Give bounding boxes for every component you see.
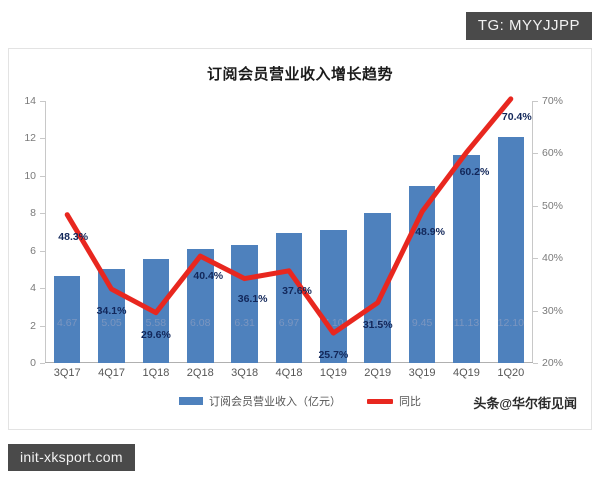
yoy-value-label: 37.6%	[282, 284, 312, 297]
yoy-value-label: 70.4%	[501, 110, 532, 123]
y-left-tick	[40, 175, 45, 177]
y-right-tick	[533, 205, 538, 207]
bar-value-label: 5.05	[101, 317, 122, 329]
y-right-tick-label: 20%	[542, 357, 564, 369]
y-left-tick	[40, 288, 45, 290]
y-right-tick-label: 30%	[542, 304, 564, 317]
y-left-tick	[40, 363, 45, 364]
bar[interactable]: 5.05	[98, 268, 125, 363]
yoy-value-label: 29.6%	[141, 328, 171, 341]
y-left-tick	[40, 325, 45, 327]
x-axis-label: 2Q19	[364, 367, 392, 379]
x-axis-label: 4Q19	[452, 367, 480, 379]
x-axis-label: 4Q17	[98, 367, 125, 379]
y-left-tick-label: 8	[30, 207, 36, 220]
bar[interactable]: 6.31	[231, 244, 258, 363]
y-right-tick-label: 40%	[542, 252, 564, 265]
y-right-tick-label: 60%	[542, 147, 564, 160]
yoy-value-label: 48.9%	[415, 225, 445, 238]
x-axis-label: 1Q18	[142, 367, 170, 379]
bar[interactable]: 4.67	[53, 275, 81, 363]
chart-title: 订阅会员营业收入增长趋势	[206, 66, 393, 83]
x-axis-label: 3Q18	[231, 367, 259, 379]
legend-item-yoy: 同比	[367, 393, 421, 409]
line-series	[64, 96, 514, 336]
y-left-tick-label: 6	[30, 244, 36, 257]
bar-value-label: 12.10	[497, 317, 524, 329]
y-right-tick	[533, 101, 538, 102]
bar-value-label: 4.67	[56, 317, 78, 329]
yoy-value-label: 31.5%	[362, 318, 393, 331]
y-left-tick-label: 4	[30, 282, 36, 295]
bar-series: 4.67 5.05 5.58 6.08 6.31 6.97 7.10 8.00 9.45 11.1…	[45, 101, 533, 363]
bar-value-label: 5.58	[145, 317, 167, 329]
y-right-tick	[533, 363, 538, 364]
y-axis-right	[532, 101, 533, 363]
yoy-value-label: 48.3%	[58, 230, 89, 243]
y-left-tick-label: 10	[24, 169, 36, 182]
bar[interactable]: 12.10	[497, 136, 525, 363]
x-axis-label: 3Q17	[53, 367, 81, 379]
yoy-value-label: 40.4%	[193, 270, 224, 283]
bar-slot: 6.97	[267, 101, 311, 363]
plot-area: 0 2 4 6 8 10 12 14 20% 30% 40% 50% 60% 70% 4.67 5.05 5…	[24, 95, 563, 369]
bar-value-label: 6.31	[234, 317, 255, 329]
y-axis-left	[45, 101, 46, 363]
yoy-value-label: 60.2%	[459, 166, 490, 179]
bar-swatch-icon	[179, 397, 203, 405]
x-axis-label: 4Q18	[275, 367, 303, 379]
y-right-tick	[533, 153, 538, 155]
y-left-tick-label: 2	[30, 319, 36, 332]
y-left-tick-label: 0	[30, 357, 36, 369]
bar-slot: 5.05	[89, 101, 133, 363]
y-left-tick	[40, 213, 45, 215]
bar-slot: 4.67	[45, 101, 89, 363]
legend-item-revenue: 订阅会员营业收入（亿元）	[179, 393, 341, 409]
telegram-watermark: TG: MYYJJPP	[465, 12, 592, 40]
bar-value-label: 6.08	[190, 317, 211, 329]
y-left-tick	[40, 101, 45, 102]
bar-slot: 12.10	[489, 101, 533, 363]
bar-slot: 11.13	[444, 101, 488, 363]
bar-value-label: 11.13	[453, 317, 480, 329]
legend-label-revenue: 订阅会员营业收入（亿元）	[209, 396, 341, 408]
x-axis-labels: 3Q17 4Q17 1Q18 2Q18 3Q18 4Q18 1Q19 2Q19 3Q19 4Q19…	[45, 367, 533, 385]
legend-label-yoy: 同比	[399, 396, 421, 408]
yoy-value-label: 25.7%	[318, 349, 349, 362]
source-credit: 头条@华尔街见闻	[473, 396, 577, 411]
y-right-tick-label: 50%	[542, 199, 564, 212]
bar-slot: 6.31	[222, 101, 266, 363]
yoy-line[interactable]	[64, 96, 514, 336]
y-left-tick	[40, 138, 45, 140]
bar-value-label: 9.45	[411, 317, 433, 329]
line-data-labels: 48.3% 34.1% 29.6% 40.4% 36.1% 37.6% 25.7% 31.5%…	[45, 101, 533, 363]
x-axis-label: 1Q19	[319, 367, 347, 379]
y-left-tick-label: 12	[24, 132, 36, 145]
bar-value-label: 8.00	[367, 317, 388, 329]
bar[interactable]: 11.13	[453, 154, 480, 363]
x-axis-label: 3Q19	[408, 367, 436, 379]
yoy-value-label: 36.1%	[237, 292, 268, 305]
yoy-value-label: 34.1%	[96, 305, 127, 318]
chart-card: 订阅会员营业收入增长趋势 0 2 4 6 8 10 12 14 20% 30% 40% 50% 60%…	[8, 48, 592, 430]
y-right-tick	[533, 258, 538, 260]
y-right-tick-label: 70%	[542, 95, 564, 107]
y-left-tick	[40, 250, 45, 252]
y-right-tick	[533, 310, 538, 312]
x-axis-label: 2Q18	[186, 367, 214, 379]
bar[interactable]: 6.97	[275, 232, 303, 363]
x-axis-label: 1Q20	[497, 367, 525, 379]
bar-value-label: 6.97	[278, 317, 300, 329]
chart-legend: 订阅会员营业收入（亿元） 同比	[9, 393, 591, 409]
site-watermark: init-xksport.com	[8, 444, 135, 471]
line-swatch-icon	[367, 398, 393, 404]
y-left-tick-label: 14	[24, 95, 36, 107]
